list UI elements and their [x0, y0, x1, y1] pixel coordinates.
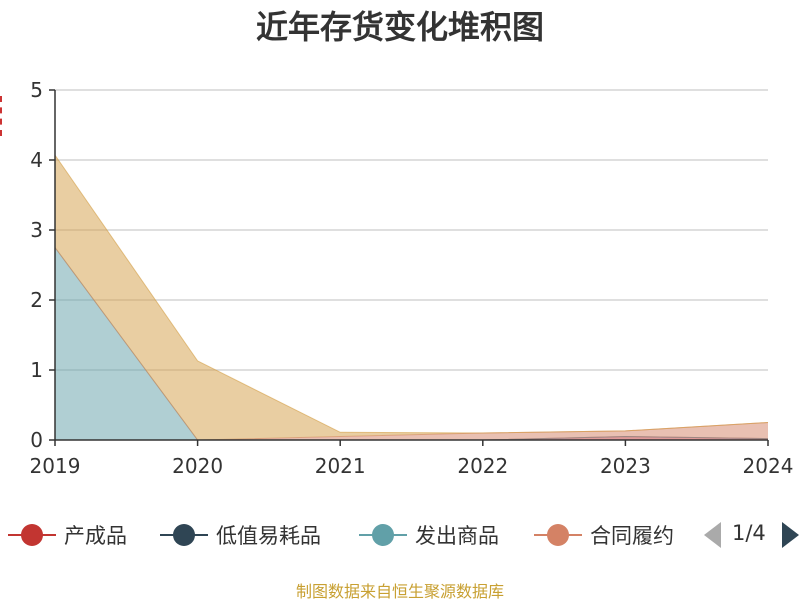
grid-lines	[55, 89, 768, 371]
area-series-line-4	[54, 154, 769, 434]
x-tick-label: 2020	[172, 454, 223, 478]
legend: 产成品 低值易耗品 发出商品 合同履约 1/4	[0, 515, 800, 555]
legend-item[interactable]: 合同履约	[530, 515, 674, 555]
legend-item[interactable]: 低值易耗品	[156, 515, 321, 555]
x-tick-label: 2022	[457, 454, 508, 478]
legend-label: 合同履约	[590, 524, 674, 548]
axes	[49, 89, 769, 446]
legend-label: 低值易耗品	[216, 524, 321, 548]
legend-label: 发出商品	[415, 524, 499, 548]
chart-title: 近年存货变化堆积图	[255, 8, 544, 46]
legend-pager: 1/4	[700, 515, 800, 555]
area-series-2	[55, 247, 768, 440]
x-tick-label: 2024	[743, 454, 794, 478]
y-tick-label: 3	[30, 218, 43, 242]
legend-prev-page-icon[interactable]	[704, 522, 721, 548]
legend-page-indicator: 1/4	[732, 521, 766, 545]
area-series-0	[55, 436, 768, 440]
y-tick-label: 4	[30, 148, 43, 172]
legend-item[interactable]: 发出商品	[355, 515, 499, 555]
legend-label: 产成品	[64, 524, 127, 548]
x-tick-label: 2019	[30, 454, 81, 478]
legend-symbol-icon	[4, 515, 60, 555]
area-series	[54, 154, 769, 441]
legend-item[interactable]: 产成品	[4, 515, 127, 555]
legend-symbol-icon	[355, 515, 411, 555]
legend-next-page-icon[interactable]	[782, 522, 799, 548]
x-tick-label: 2023	[600, 454, 651, 478]
y-axis-label-mark	[0, 96, 5, 136]
data-source-note: 制图数据来自恒生聚源数据库	[295, 582, 504, 601]
tick-labels: 0 1 2 3 4 5 2019 2020 2021 2022 2023 2024	[30, 78, 794, 478]
y-tick-label: 5	[30, 78, 43, 102]
y-tick-label: 2	[30, 288, 43, 312]
x-tick-label: 2021	[315, 454, 366, 478]
legend-items: 产成品 低值易耗品 发出商品 合同履约	[0, 515, 686, 555]
y-tick-label: 0	[30, 428, 43, 452]
legend-symbol-icon	[530, 515, 586, 555]
legend-symbol-icon	[156, 515, 212, 555]
y-tick-label: 1	[30, 358, 43, 382]
